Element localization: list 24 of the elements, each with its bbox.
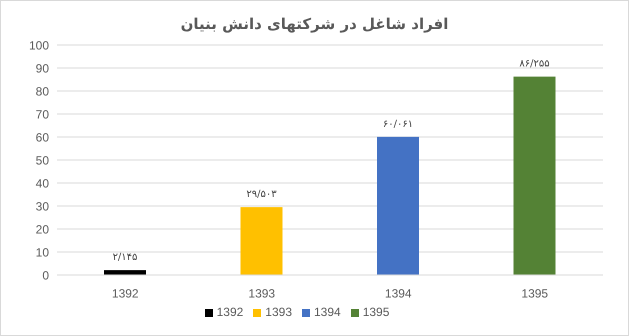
legend-label: 1392 xyxy=(216,305,244,319)
x-tick-label: 1394 xyxy=(384,286,412,301)
y-tick-label: 0 xyxy=(42,268,50,282)
y-tick-label: 30 xyxy=(36,199,50,214)
y-tick-label: 90 xyxy=(36,61,50,76)
data-label: ۶۰/۰۶۱ xyxy=(382,118,414,130)
y-tick-label: 70 xyxy=(36,107,50,122)
data-label: ۲/۱۴۵ xyxy=(112,252,138,264)
y-tick-label: 60 xyxy=(36,130,50,144)
y-tick-label: 50 xyxy=(36,153,50,168)
data-label: ۸۶/۲۵۵ xyxy=(519,58,550,70)
y-tick-label: 20 xyxy=(36,222,50,236)
legend-label: 1395 xyxy=(362,305,390,319)
y-tick-label: 80 xyxy=(36,84,50,98)
y-tick-label: 100 xyxy=(28,38,50,52)
y-tick-label: 10 xyxy=(36,245,50,260)
x-tick-label: 1392 xyxy=(112,286,139,301)
y-tick-label: 40 xyxy=(36,176,50,190)
chart-title: افراد شاغل در شرکتهای دانش بنیان xyxy=(180,15,450,33)
x-tick-label: 1395 xyxy=(521,286,548,301)
legend-label: 1393 xyxy=(265,305,292,319)
x-tick-label: 1393 xyxy=(248,286,276,301)
data-label: ۲۹/۵۰۳ xyxy=(246,189,278,200)
legend-label: 1394 xyxy=(314,305,341,319)
